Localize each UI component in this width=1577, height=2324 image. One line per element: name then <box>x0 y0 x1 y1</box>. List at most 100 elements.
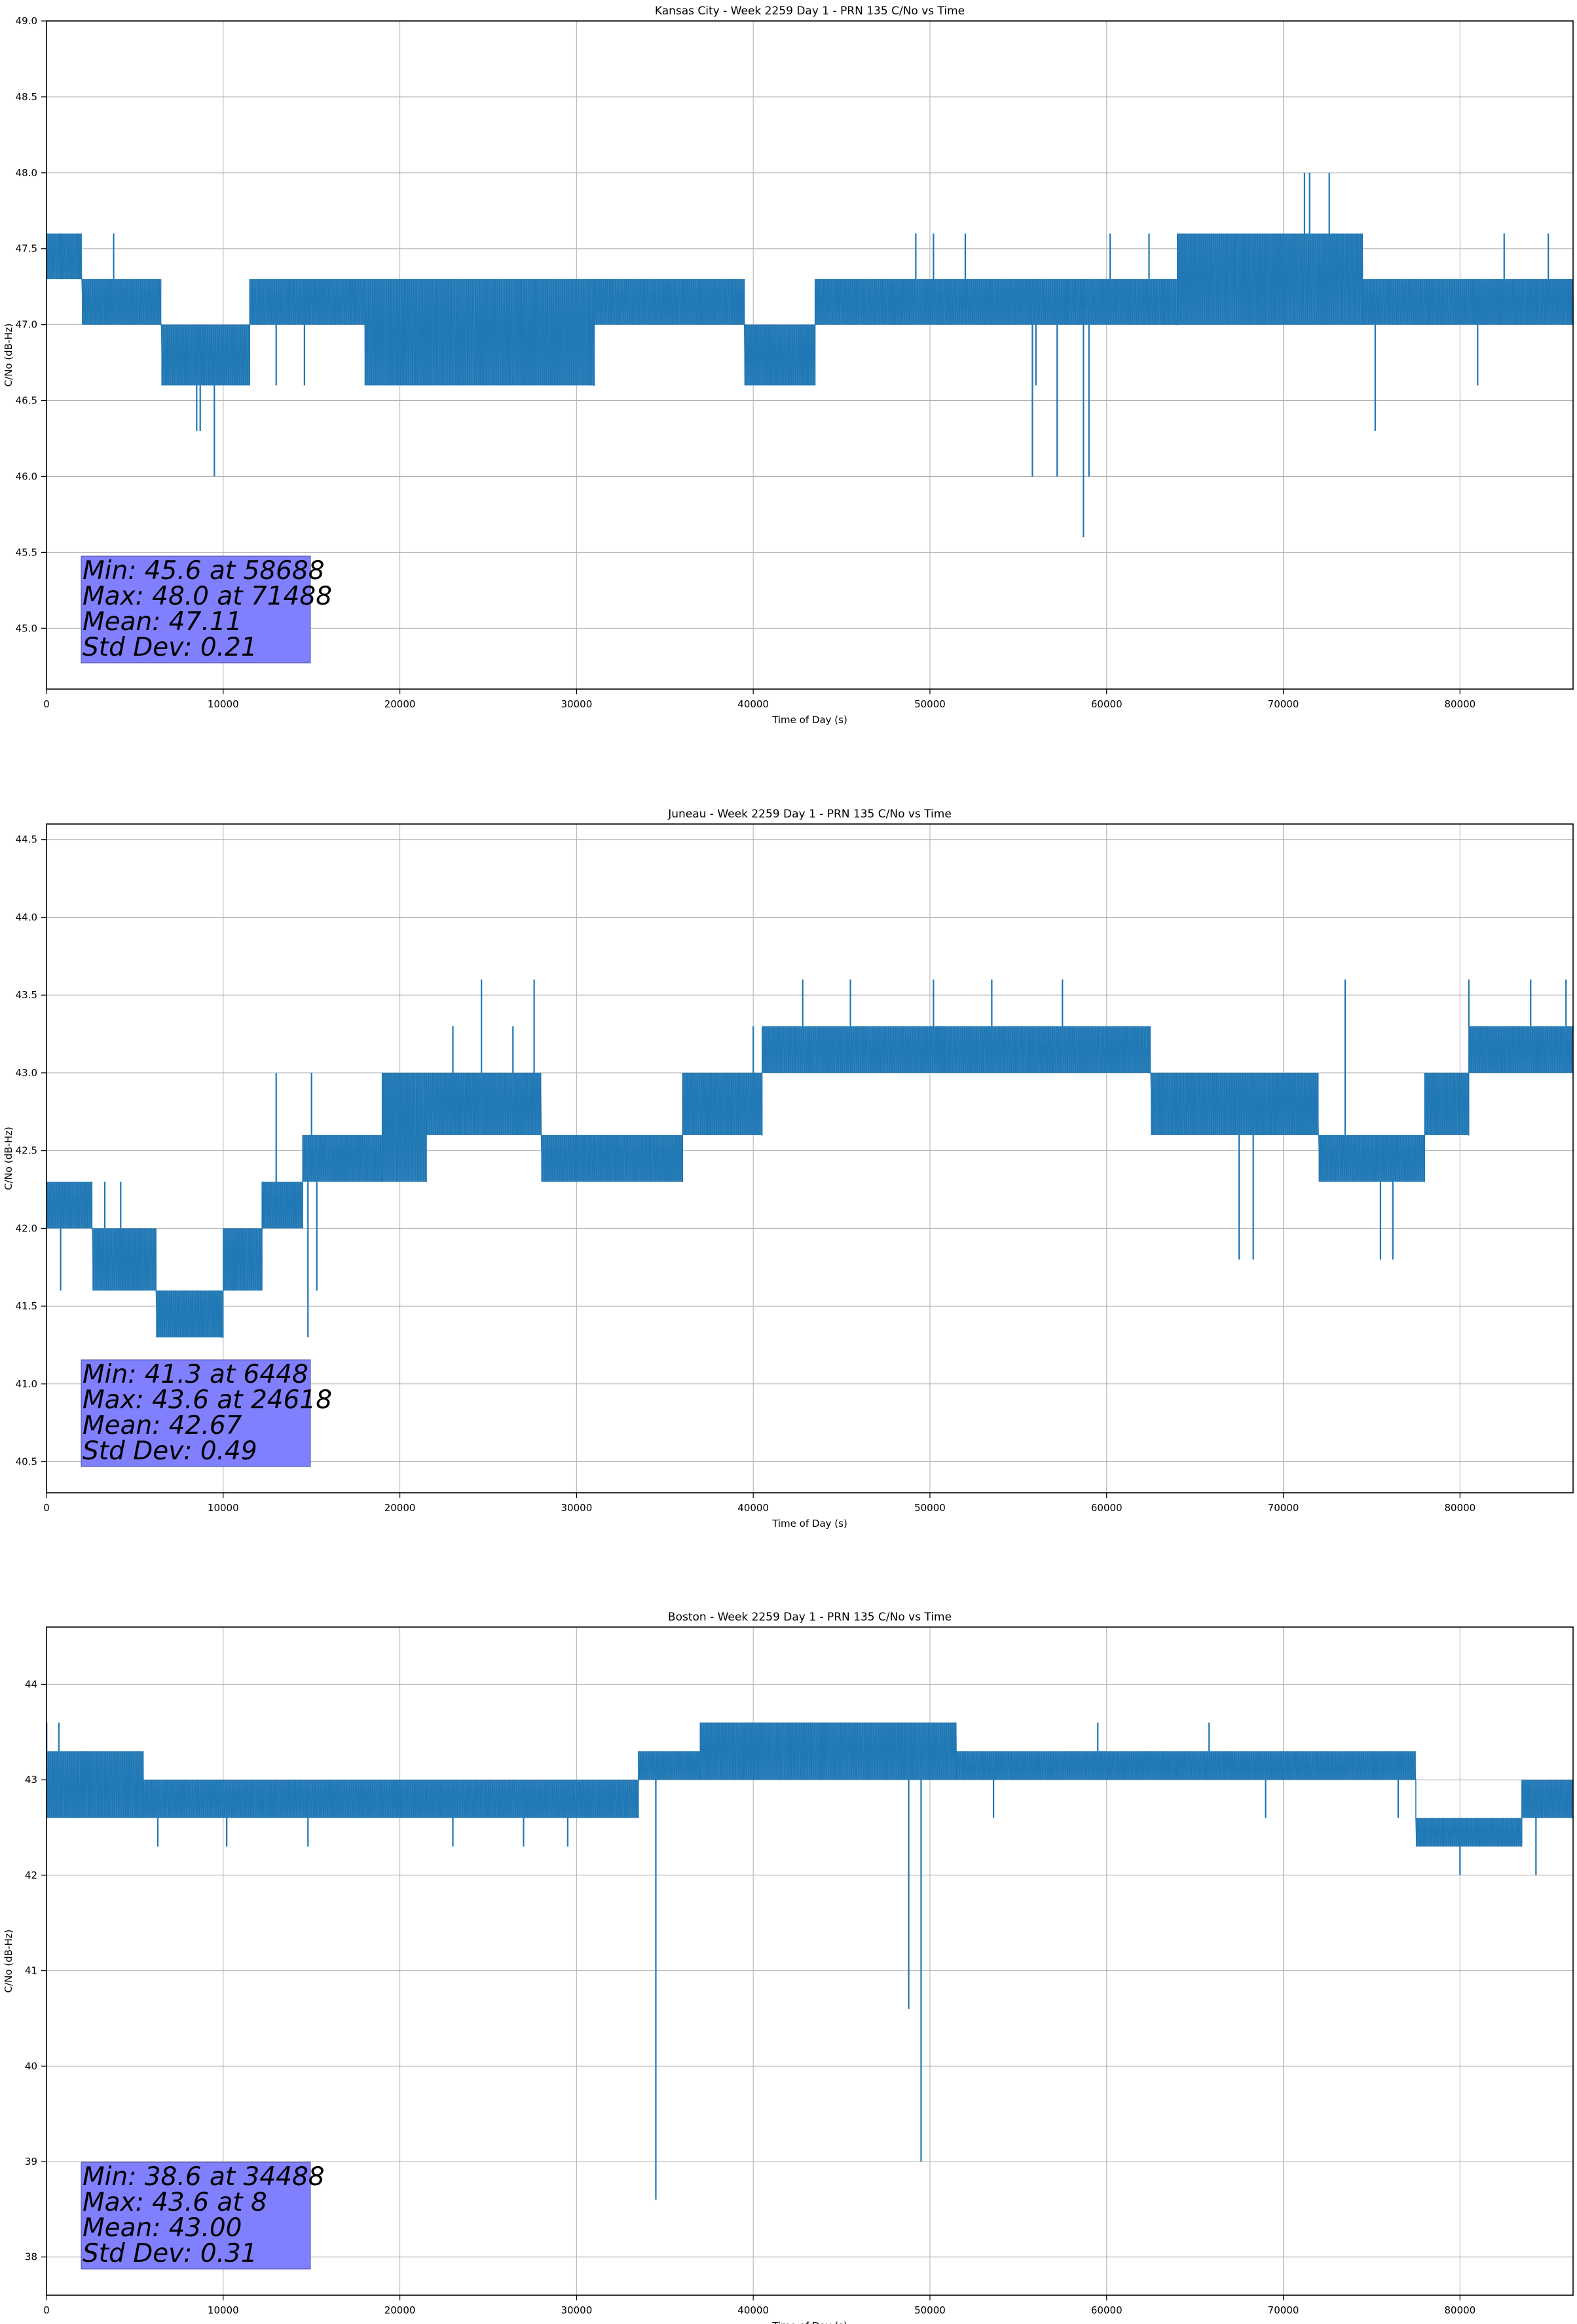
x-tick-label: 50000 <box>914 2304 946 2316</box>
chart-panel-3: 0 10000 20000 30000 40000 50000 60000 70000 8000… <box>3 1611 1574 2324</box>
cno-band-segment <box>744 324 815 386</box>
cno-band-segment <box>46 1182 93 1229</box>
cno-band-segment <box>364 279 595 386</box>
y-tick-label: 44.5 <box>16 834 37 846</box>
stats-text-line4: Std Dev: 0.31 <box>83 2239 257 2268</box>
cno-band-segment <box>223 1228 263 1291</box>
plot-frame <box>46 20 1574 690</box>
cno-band-segment <box>682 1072 762 1135</box>
y-tick-label: 44 <box>25 1678 37 1690</box>
stats-text-line2: Max: 43.6 at 8 <box>83 2188 267 2217</box>
x-tick-label: 20000 <box>384 698 416 710</box>
x-axis-label: Time of Day (s) <box>771 2320 847 2324</box>
stats-text-line2: Max: 43.6 at 24618 <box>83 1385 332 1415</box>
cno-band-segment <box>81 279 162 325</box>
x-tick-label: 70000 <box>1268 698 1299 710</box>
stats-text-line3: Mean: 42.67 <box>83 1411 242 1440</box>
stats-text-line3: Mean: 47.11 <box>83 607 242 637</box>
stats-box <box>81 1359 311 1467</box>
cno-band-segment <box>92 1228 157 1291</box>
x-tick-label: 80000 <box>1444 698 1475 710</box>
x-tick-label: 80000 <box>1444 1502 1475 1514</box>
y-tick-label: 42 <box>25 1869 37 1881</box>
x-tick-label: 40000 <box>737 1502 769 1514</box>
x-tick-label: 70000 <box>1268 2304 1299 2316</box>
y-tick-label: 45.0 <box>16 622 37 634</box>
cno-band-segment <box>956 1751 1416 1780</box>
cno-band-segment <box>161 324 250 386</box>
cno-band-segment <box>382 1072 427 1182</box>
y-axis-label: C/No (dB-Hz) <box>3 1930 14 1993</box>
y-tick-label: 47.5 <box>16 243 37 255</box>
y-tick-label: 48.5 <box>16 91 37 103</box>
y-tick-label: 49.0 <box>16 15 37 27</box>
y-tick-label: 43.5 <box>16 989 37 1001</box>
cno-band-segment <box>541 1134 683 1182</box>
chart-panel-1: 0 10000 20000 30000 40000 50000 60000 70000 8000… <box>3 5 1574 726</box>
x-tick-label: 30000 <box>561 698 593 710</box>
x-tick-label: 60000 <box>1091 698 1122 710</box>
y-tick-label: 45.5 <box>16 546 37 558</box>
cno-band-segment <box>1151 1072 1319 1135</box>
chart-panel-2: 0 10000 20000 30000 40000 50000 60000 70000 8000… <box>3 808 1574 1529</box>
plot-frame <box>46 823 1574 1493</box>
y-tick-label: 48.0 <box>16 167 37 179</box>
y-tick-label: 43.0 <box>16 1067 37 1079</box>
chart-title: Boston - Week 2259 Day 1 - PRN 135 C/No … <box>668 1611 952 1624</box>
x-tick-label: 0 <box>43 2304 50 2316</box>
x-tick-label: 80000 <box>1444 2304 1475 2316</box>
x-tick-label: 30000 <box>561 2304 593 2316</box>
x-axis-label: Time of Day (s) <box>771 714 847 726</box>
cno-band-segment <box>762 1026 1151 1073</box>
x-tick-label: 10000 <box>208 698 239 710</box>
y-axis-label: C/No (dB-Hz) <box>3 1127 14 1190</box>
stats-text-line1: Min: 38.6 at 34488 <box>83 2162 325 2192</box>
y-tick-label: 43 <box>25 1774 37 1786</box>
cno-band-segment <box>1521 1780 1573 1818</box>
x-tick-label: 10000 <box>208 2304 239 2316</box>
y-tick-label: 44.0 <box>16 911 37 923</box>
plot-frame <box>46 1626 1574 2296</box>
cno-band-segment <box>426 1072 542 1135</box>
x-tick-label: 70000 <box>1268 1502 1299 1514</box>
y-tick-label: 42.0 <box>16 1222 37 1234</box>
stats-text-line1: Min: 45.6 at 58688 <box>83 556 325 586</box>
stats-text-line2: Max: 48.0 at 71488 <box>83 582 332 611</box>
cno-band-segment <box>815 279 1178 325</box>
y-tick-label: 40.5 <box>16 1456 37 1468</box>
x-tick-label: 40000 <box>737 2304 769 2316</box>
cno-band-segment <box>638 1751 701 1780</box>
cno-band-segment <box>262 1182 303 1229</box>
cno-band-segment <box>1415 1818 1522 1847</box>
chart-title: Kansas City - Week 2259 Day 1 - PRN 135 … <box>655 5 965 18</box>
x-tick-label: 50000 <box>914 698 946 710</box>
x-tick-label: 20000 <box>384 2304 416 2316</box>
y-tick-label: 47.0 <box>16 319 37 331</box>
cno-band-segment <box>143 1780 639 1818</box>
cno-band-segment <box>46 233 82 280</box>
y-tick-label: 42.5 <box>16 1145 37 1157</box>
x-tick-label: 40000 <box>737 698 769 710</box>
y-tick-label: 41.0 <box>16 1378 37 1390</box>
x-tick-label: 30000 <box>561 1502 593 1514</box>
stats-text-line4: Std Dev: 0.21 <box>83 633 257 662</box>
x-tick-label: 50000 <box>914 1502 946 1514</box>
stats-text-line1: Min: 41.3 at 6448 <box>83 1360 308 1389</box>
y-tick-label: 46.0 <box>16 470 37 482</box>
y-tick-label: 41.5 <box>16 1300 37 1312</box>
x-tick-label: 0 <box>43 698 50 710</box>
y-tick-label: 41 <box>25 1965 37 1977</box>
y-axis-label: C/No (dB-Hz) <box>3 324 14 387</box>
stats-box <box>81 555 311 664</box>
cno-band-segment <box>1177 233 1363 325</box>
y-tick-label: 46.5 <box>16 395 37 407</box>
cno-band-segment <box>250 279 365 325</box>
cno-band-segment <box>1318 1134 1425 1182</box>
stats-text-line4: Std Dev: 0.49 <box>83 1436 257 1466</box>
cno-band-segment <box>46 1751 144 1818</box>
x-tick-label: 0 <box>43 1502 50 1514</box>
y-tick-label: 38 <box>25 2251 37 2263</box>
cno-band-segment <box>1362 279 1573 325</box>
x-axis-label: Time of Day (s) <box>771 1518 847 1529</box>
